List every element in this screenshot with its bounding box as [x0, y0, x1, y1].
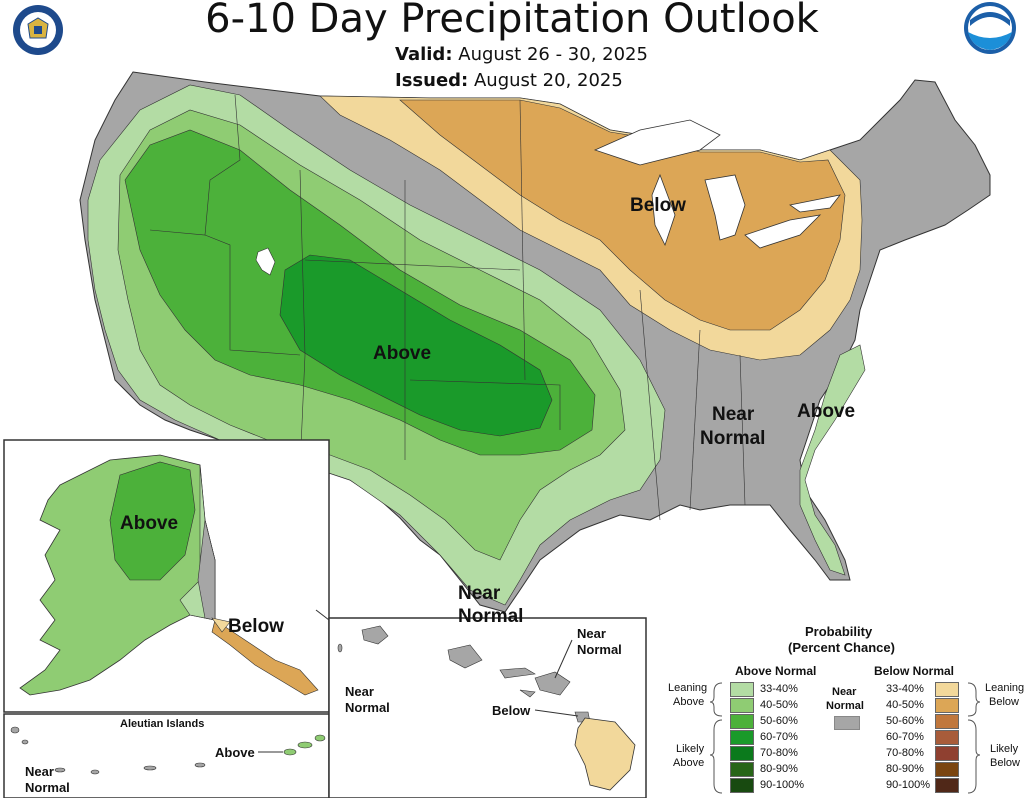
- southeast-coast-above-region: [799, 344, 866, 576]
- legend-leaning-below-2: Below: [989, 696, 1019, 708]
- above-60-70-region: [279, 254, 553, 437]
- legend-below-item-swatch: [935, 778, 959, 793]
- hawaii-near-left-label: Near: [345, 684, 374, 699]
- legend-above-item-label: 33-40%: [760, 683, 798, 695]
- southeast-near-label: Near: [712, 404, 755, 425]
- valid-line: Valid: August 26 - 30, 2025: [395, 44, 648, 65]
- legend-likely-above-2: Above: [673, 757, 705, 769]
- legend-above-item-swatch: [730, 714, 754, 729]
- legend-below-item-swatch: [935, 730, 959, 745]
- legend-above-item-swatch: [730, 682, 754, 697]
- legend-near-swatch: [834, 716, 860, 730]
- legend-above-item-swatch: [730, 698, 754, 713]
- legend-above-item-label: 40-50%: [760, 699, 798, 711]
- legend-above-item-swatch: [730, 746, 754, 761]
- legend-below-item-label: 90-100%: [886, 779, 931, 791]
- legend-above-item-label: 80-90%: [760, 763, 798, 775]
- aleutian-islands-near: [10, 726, 206, 775]
- legend-below-header: Below Normal: [874, 664, 955, 678]
- legend-above-item-swatch: [730, 730, 754, 745]
- legend-near-line2: Normal: [826, 700, 864, 712]
- aleutian-title: Aleutian Islands: [120, 718, 205, 730]
- aleutian-islands-above: [283, 734, 326, 756]
- legend-above-item-swatch: [730, 778, 754, 793]
- legend-leaning-above-2: Above: [673, 696, 705, 708]
- legend-near-line1: Near: [832, 686, 857, 698]
- state-boundaries: [149, 94, 746, 521]
- aleutian-above-label: Above: [215, 745, 255, 760]
- legend-brackets: [709, 682, 981, 794]
- alaska-above-label: Above: [120, 513, 179, 534]
- valid-label: Valid:: [395, 44, 453, 65]
- hawaii-islands-near: [337, 625, 591, 723]
- legend-below-item-label: 80-90%: [886, 763, 924, 775]
- legend-above-item-label: 60-70%: [760, 731, 798, 743]
- issued-label: Issued:: [395, 70, 469, 91]
- page-title: 6-10 Day Precipitation Outlook: [205, 0, 819, 42]
- hawaii-below-label: Below: [492, 703, 531, 718]
- legend-likely-below-1: Likely: [990, 743, 1019, 755]
- legend-below-item-label: 60-70%: [886, 731, 924, 743]
- noaa-logo-text: NOAA: [978, 20, 1005, 30]
- legend-below-item-swatch: [935, 746, 959, 761]
- issued-value: August 20, 2025: [473, 70, 623, 91]
- great-salt-lake: [255, 247, 276, 276]
- legend-above-item-label: 70-80%: [760, 747, 798, 759]
- legend-leaning-below-1: Leaning: [985, 682, 1024, 694]
- conus-above-label: Above: [373, 343, 432, 364]
- legend-below-item-swatch: [935, 762, 959, 777]
- legend-above-item-label: 50-60%: [760, 715, 798, 727]
- aleutian-near-label: Near: [25, 764, 54, 779]
- noaa-logo: [964, 2, 1016, 54]
- hawaii-normal-left-label: Normal: [345, 700, 390, 715]
- southeast-normal-label: Normal: [700, 428, 766, 449]
- legend-below-item-label: 33-40%: [886, 683, 924, 695]
- great-lakes-water: [593, 119, 841, 249]
- department-of-commerce-seal: [13, 5, 63, 55]
- legend-below-item-label: 50-60%: [886, 715, 924, 727]
- valid-value: August 26 - 30, 2025: [458, 44, 648, 65]
- legend-below-item-swatch: [935, 714, 959, 729]
- issued-line: Issued: August 20, 2025: [395, 70, 623, 91]
- legend-likely-above-1: Likely: [676, 743, 705, 755]
- legend-title-line2: (Percent Chance): [788, 640, 895, 655]
- hawaii-normal-top-label: Normal: [577, 642, 622, 657]
- texas-normal-label: Normal: [458, 606, 524, 627]
- legend-above-header: Above Normal: [735, 664, 817, 678]
- aleutian-normal-label: Normal: [25, 780, 70, 795]
- east-coast-above-label: Above: [797, 401, 856, 422]
- hawaii-near-top-label: Near: [577, 626, 606, 641]
- legend-below-item-swatch: [935, 682, 959, 697]
- alaska-panhandle-below: [211, 619, 319, 696]
- legend-below-item-label: 70-80%: [886, 747, 924, 759]
- alaska-near-strip: [197, 519, 216, 621]
- legend-above-item-label: 90-100%: [760, 779, 805, 791]
- texas-near-label: Near: [458, 583, 501, 604]
- legend-below-item-swatch: [935, 698, 959, 713]
- legend-below-item-label: 40-50%: [886, 699, 924, 711]
- hawaii-big-island-below: [574, 717, 636, 791]
- alaska-above-50-60: [109, 461, 196, 581]
- legend-leaning-above-1: Leaning: [668, 682, 708, 694]
- aleutian-inset-frame: [3, 713, 330, 798]
- alaska-below-label: Below: [228, 616, 284, 637]
- alaska-panhandle-outer: [211, 617, 231, 633]
- legend-above-item-swatch: [730, 762, 754, 777]
- legend-title-line1: Probability: [805, 624, 873, 639]
- legend-likely-below-2: Below: [990, 757, 1020, 769]
- conus-below-label: Below: [630, 195, 686, 216]
